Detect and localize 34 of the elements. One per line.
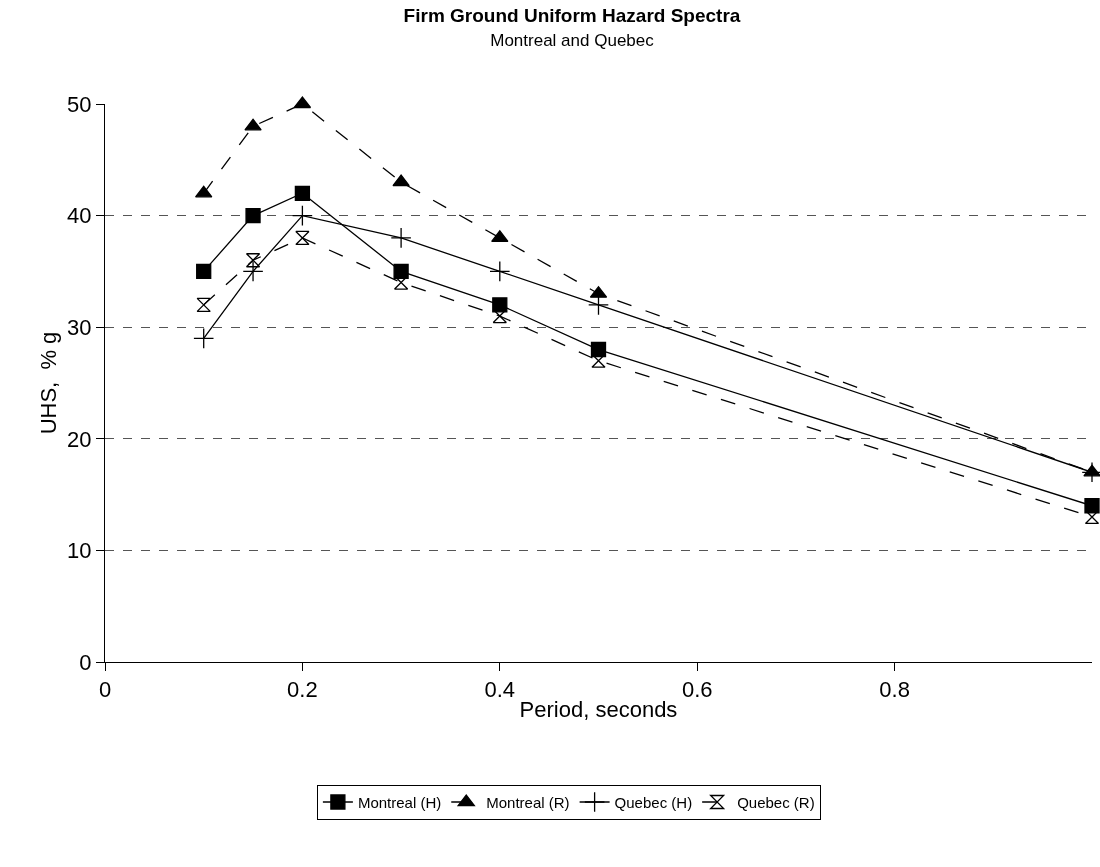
point bbox=[588, 294, 609, 316]
point bbox=[291, 205, 313, 227]
x-tick-label: 0.2 bbox=[287, 677, 318, 703]
point bbox=[196, 297, 211, 313]
chart-title: Firm Ground Uniform Hazard Spectra bbox=[403, 4, 741, 26]
point bbox=[245, 207, 261, 224]
y-tick-label: 50 bbox=[67, 91, 92, 117]
x-tick-label: 0.6 bbox=[681, 677, 713, 703]
x-axis-title: Period, seconds bbox=[519, 697, 678, 723]
legend-label: Montreal (R) bbox=[486, 793, 570, 811]
y-tick-label: 10 bbox=[67, 538, 92, 564]
point bbox=[245, 253, 261, 268]
chart-subtitle: Montreal and Quebec bbox=[490, 31, 655, 51]
y-tick-label: 40 bbox=[67, 203, 92, 229]
point bbox=[489, 260, 511, 282]
point bbox=[390, 227, 412, 249]
point bbox=[294, 185, 311, 201]
x-tick-label: 0.4 bbox=[484, 677, 516, 703]
y-tick-label: 0 bbox=[79, 649, 92, 675]
y-tick-label: 30 bbox=[67, 314, 92, 340]
point bbox=[193, 327, 215, 349]
point bbox=[295, 230, 310, 246]
point bbox=[491, 230, 509, 243]
legend-label: Quebec (R) bbox=[737, 793, 815, 811]
point bbox=[242, 260, 264, 282]
legend-label: Quebec (H) bbox=[614, 793, 693, 811]
y-axis-title: UHS, % g bbox=[35, 331, 61, 435]
point bbox=[196, 263, 212, 280]
x-tick-label: 0.8 bbox=[879, 677, 910, 703]
point bbox=[392, 174, 410, 187]
x-tick-label: 0 bbox=[98, 677, 112, 703]
y-tick-label: 20 bbox=[67, 426, 92, 452]
legend-label: Montreal (H) bbox=[357, 793, 442, 811]
point bbox=[244, 118, 262, 131]
